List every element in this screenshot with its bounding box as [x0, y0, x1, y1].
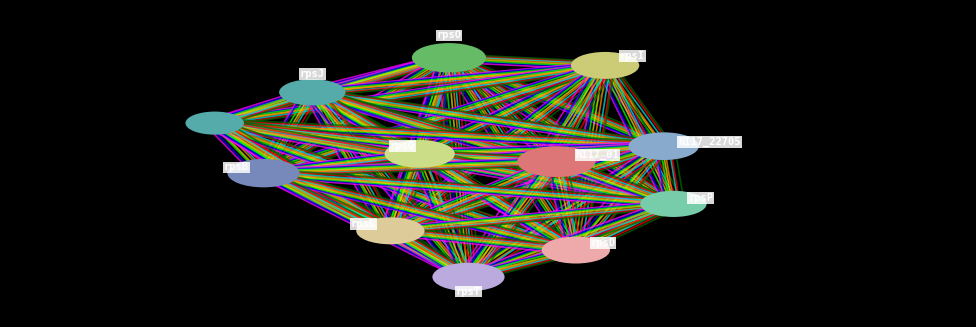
Text: rpsT: rpsT — [456, 286, 481, 297]
Circle shape — [640, 191, 707, 217]
Circle shape — [571, 52, 639, 79]
Text: rpsJ: rpsJ — [300, 69, 325, 79]
Circle shape — [356, 217, 425, 244]
Text: rpsL: rpsL — [350, 219, 376, 229]
Text: rpsP: rpsP — [688, 193, 713, 203]
Circle shape — [279, 79, 346, 105]
Circle shape — [227, 159, 300, 187]
Text: NI17_22705: NI17_22705 — [678, 137, 741, 147]
Text: rpsB: rpsB — [224, 162, 249, 172]
Text: rpsQ: rpsQ — [389, 141, 415, 151]
Text: rpsD: rpsD — [590, 238, 616, 248]
Circle shape — [517, 146, 595, 177]
Circle shape — [432, 263, 505, 291]
Circle shape — [542, 237, 610, 264]
Text: rpsO: rpsO — [436, 30, 462, 41]
Text: rpsI: rpsI — [620, 51, 645, 61]
Circle shape — [412, 43, 486, 72]
Text: NI17_01: NI17_01 — [576, 149, 620, 160]
Circle shape — [185, 112, 244, 135]
Circle shape — [629, 132, 699, 160]
Circle shape — [385, 140, 455, 168]
